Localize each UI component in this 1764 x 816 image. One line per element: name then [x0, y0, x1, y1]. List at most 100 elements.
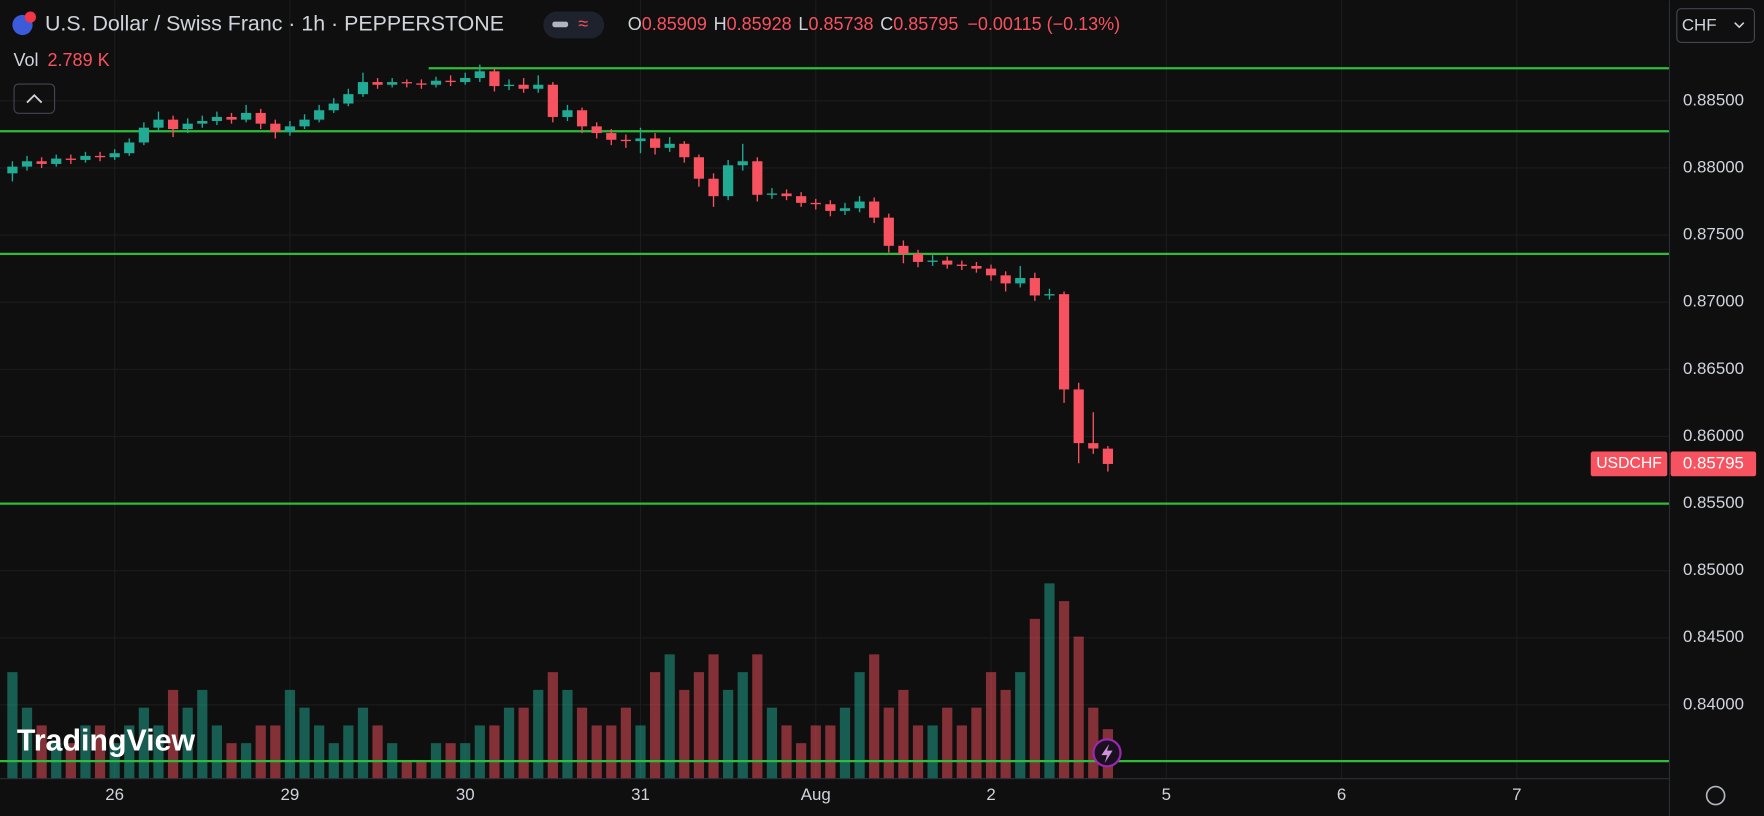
candle-body — [1073, 389, 1084, 444]
candle-body — [839, 208, 851, 211]
candle-body — [810, 202, 821, 205]
candle-body — [708, 178, 719, 197]
open-value: 0.85909 — [642, 14, 707, 34]
volume-bar — [883, 707, 894, 779]
volume-bar — [956, 725, 967, 779]
y-tick-label: 0.87000 — [1683, 292, 1744, 311]
volume-bar — [167, 689, 179, 779]
volume-bar — [489, 725, 500, 779]
candle-body — [533, 84, 544, 89]
volume-bar — [576, 707, 588, 779]
volume-bar — [124, 725, 135, 779]
volume-bar — [898, 689, 909, 779]
candle-body — [679, 143, 690, 158]
candle-body — [94, 155, 106, 158]
volume-bar — [153, 725, 164, 779]
volume-bar — [21, 707, 33, 779]
settings-button[interactable] — [1705, 785, 1726, 806]
volume-bar — [854, 672, 865, 779]
volume-bar — [810, 725, 821, 779]
candle-body — [518, 84, 529, 89]
change-value: −0.00115 (−0.13%) — [967, 14, 1120, 34]
y-tick-label: 0.85500 — [1683, 493, 1744, 512]
volume-bar — [474, 725, 485, 779]
price-tag-symbol-bg — [1590, 451, 1668, 477]
candle-body — [723, 165, 734, 197]
symbol-title: U.S. Dollar / Swiss Franc · 1h · PEPPERS… — [45, 12, 504, 36]
candle-body — [167, 119, 179, 130]
price-tag-bg — [1670, 451, 1757, 477]
volume-bar — [927, 725, 938, 779]
collapse-button[interactable] — [13, 83, 56, 114]
volume-bar — [664, 654, 675, 779]
price-tag-value: 0.85795 — [1683, 453, 1744, 472]
candle-body — [21, 161, 33, 167]
volume-bar — [284, 689, 296, 779]
candle-body — [343, 94, 354, 104]
candle-body — [1029, 278, 1040, 296]
volume-bar — [372, 725, 383, 779]
candle-body — [591, 126, 602, 134]
volume-bar — [635, 725, 646, 779]
candle-body — [65, 158, 76, 160]
volume-bar — [80, 725, 91, 779]
candle-body — [255, 112, 266, 124]
candle-body — [211, 116, 223, 121]
candle-body — [299, 119, 310, 127]
candle-body — [328, 103, 339, 111]
volume-value: 2.789 K — [48, 50, 110, 70]
candle-body — [956, 264, 967, 266]
volume-bar — [255, 725, 266, 779]
candle-body — [197, 120, 208, 124]
y-tick-label: 0.84000 — [1683, 694, 1744, 713]
candle-body — [314, 110, 325, 120]
currency-button[interactable] — [1676, 8, 1755, 43]
y-tick-label: 0.86500 — [1683, 359, 1744, 378]
candle-body — [124, 142, 135, 154]
candle-body — [1000, 275, 1011, 284]
volume-bar — [1058, 601, 1070, 779]
candle-body — [109, 153, 120, 158]
lightning-icon — [1101, 743, 1113, 763]
volume-bar — [606, 725, 617, 779]
candle-body — [357, 82, 369, 95]
close-value: 0.85795 — [893, 14, 958, 34]
candle-body — [460, 78, 471, 83]
y-tick-label: 0.85000 — [1683, 560, 1744, 579]
candle-body — [445, 80, 456, 83]
candle-body — [1088, 443, 1099, 449]
low-value: 0.85738 — [808, 14, 873, 34]
candle-body — [869, 201, 880, 218]
candle-body — [1044, 294, 1055, 296]
low-label: L — [798, 14, 808, 34]
price-tag-symbol: USDCHF — [1596, 455, 1662, 472]
candle-body — [854, 201, 865, 209]
candle-body — [942, 260, 953, 265]
volume-bar — [869, 654, 880, 779]
candle-body — [80, 155, 91, 160]
x-tick-label: 6 — [1337, 785, 1346, 804]
candle-body — [781, 193, 792, 197]
candle-body — [737, 161, 748, 166]
volume-bar — [679, 689, 690, 779]
indicator-toggle[interactable] — [543, 11, 605, 39]
open-label: O — [628, 14, 642, 34]
candle-body — [430, 80, 442, 85]
x-tick-label: 29 — [281, 785, 300, 804]
volume-bar — [766, 707, 778, 779]
candle-body — [649, 138, 661, 148]
toggle-icon-wave: ≈ — [578, 14, 588, 34]
volume-bar — [752, 654, 763, 779]
volume-bar — [591, 725, 602, 779]
volume-bar — [649, 672, 661, 779]
volume-bar — [503, 707, 515, 779]
candle-body — [270, 123, 281, 132]
x-tick-label: 7 — [1512, 785, 1521, 804]
candle-body — [766, 193, 778, 195]
volume-label: Vol — [14, 50, 39, 70]
volume-bar — [620, 707, 631, 779]
candle-body — [241, 112, 252, 120]
volume-bar — [533, 689, 544, 779]
volume-bar — [942, 707, 953, 779]
high-label: H — [714, 14, 727, 34]
